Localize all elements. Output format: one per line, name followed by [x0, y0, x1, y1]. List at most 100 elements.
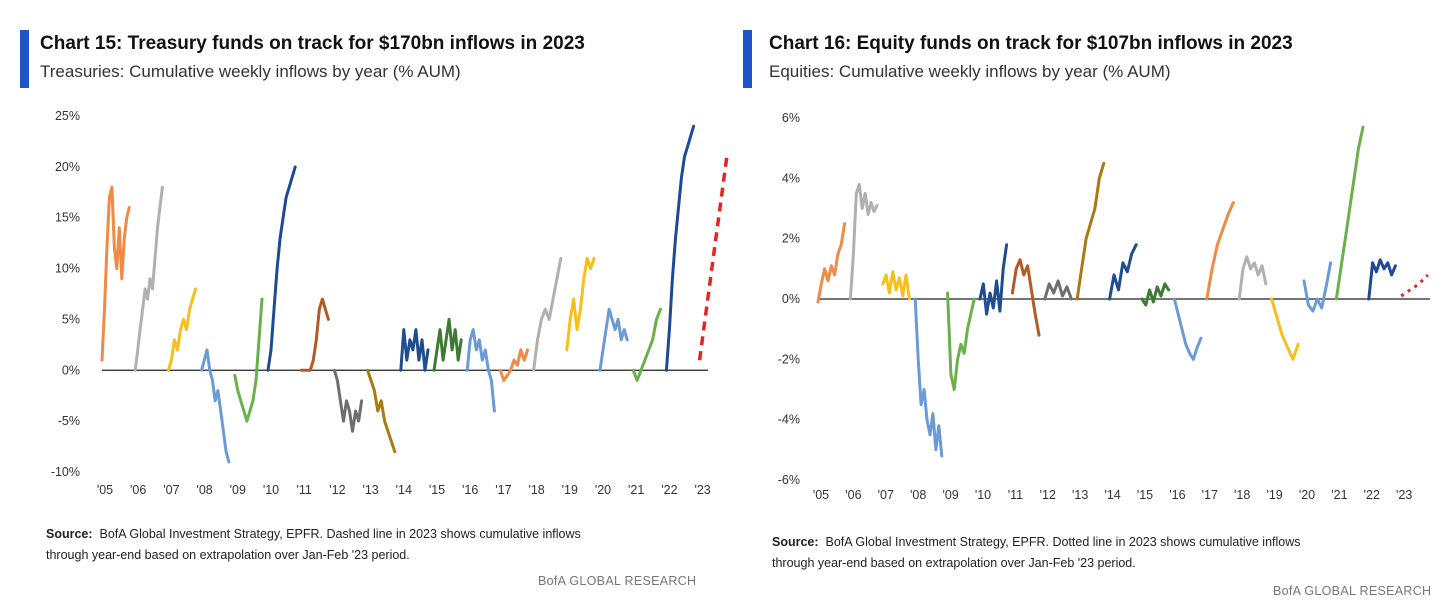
y-tick-label: 0% [782, 292, 800, 306]
x-tick-label: '23 [694, 483, 710, 497]
x-tick-label: '13 [362, 483, 378, 497]
series-line-2018 [532, 256, 563, 372]
x-tick-label: '16 [462, 483, 478, 497]
y-tick-label: 0% [62, 363, 80, 377]
x-tick-label: '12 [329, 483, 345, 497]
x-tick-label: '21 [628, 483, 644, 497]
series-line-2018 [1237, 255, 1268, 301]
y-tick-label: 15% [55, 211, 80, 225]
x-tick-label: '15 [1137, 488, 1153, 502]
series-line-2015 [432, 317, 463, 372]
series-line-2021 [1334, 125, 1365, 301]
source-line-2: through year-end based on extrapolation … [772, 556, 1136, 570]
x-tick-label: '19 [1266, 488, 1282, 502]
series-line-2012 [1043, 279, 1073, 301]
series-line-2010 [978, 243, 1009, 316]
y-tick-label: -5% [58, 414, 80, 428]
series-line-2022 [664, 124, 696, 372]
x-tick-label: '06 [130, 483, 146, 497]
series-line-2009 [946, 291, 976, 391]
series-line-2019 [1270, 297, 1300, 361]
y-tick-label: -2% [778, 352, 800, 366]
series-line-2023-extrapolated [1400, 273, 1429, 298]
brand-label: BofA GLOBAL RESEARCH [538, 574, 697, 588]
x-tick-label: '22 [661, 483, 677, 497]
x-tick-label: '05 [813, 488, 829, 502]
y-tick-label: -6% [778, 473, 800, 487]
series-line-2016 [465, 328, 496, 413]
y-tick-label: -10% [51, 465, 80, 479]
series-line-2020 [598, 307, 629, 372]
chart-16-panel: Chart 16: Equity funds on track for $107… [728, 0, 1456, 602]
x-tick-label: '21 [1331, 488, 1347, 502]
source-note: Source: BofA Global Investment Strategy,… [772, 532, 1301, 574]
series-line-2011 [1010, 258, 1041, 337]
x-tick-label: '11 [1008, 488, 1023, 502]
x-tick-label: '06 [845, 488, 861, 502]
x-tick-label: '08 [910, 488, 926, 502]
source-line-2: through year-end based on extrapolation … [46, 548, 410, 562]
source-line-1: BofA Global Investment Strategy, EPFR. D… [825, 535, 1301, 549]
series-line-2006 [848, 182, 879, 301]
series-line-2005 [816, 222, 847, 304]
x-tick-label: '16 [1169, 488, 1185, 502]
series-line-2015 [1140, 282, 1171, 307]
y-tick-label: -4% [778, 413, 800, 427]
series-line-2008 [200, 348, 231, 464]
series-line-2006 [133, 185, 164, 372]
x-tick-label: '10 [975, 488, 991, 502]
series-line-2014 [399, 328, 430, 372]
chart-title: Chart 16: Equity funds on track for $107… [769, 33, 1293, 54]
y-tick-label: 2% [782, 232, 800, 246]
accent-bar [20, 30, 29, 88]
y-tick-label: 10% [55, 262, 80, 276]
x-tick-label: '05 [97, 483, 113, 497]
x-tick-label: '14 [396, 483, 412, 497]
x-tick-label: '19 [562, 483, 578, 497]
source-note: Source: BofA Global Investment Strategy,… [46, 524, 581, 566]
series-line-2019 [565, 256, 596, 352]
series-line-2010 [266, 165, 297, 372]
x-tick-label: '18 [528, 483, 544, 497]
equity-chart-plot: -6% -4% -2% 0% 2% 4% 6% '05 '06 '07 '08 '09 '10 '11 '1… [778, 111, 1430, 502]
treasury-chart-plot: -10% -5% 0% 5% 10% 15% 20% 25% '05 '06 '07 '08 '09 '1… [51, 109, 729, 497]
x-tick-label: '07 [163, 483, 179, 497]
series-line-2020 [1302, 261, 1333, 313]
chart-subtitle: Equities: Cumulative weekly inflows by y… [769, 62, 1171, 81]
series-line-2021 [631, 307, 662, 382]
x-tick-label: '09 [230, 483, 246, 497]
series-line-2017 [498, 348, 530, 382]
source-label: Source: [46, 527, 93, 541]
chart-15-panel: Chart 15: Treasury funds on track for $1… [20, 30, 729, 588]
chart-subtitle: Treasuries: Cumulative weekly inflows by… [40, 62, 461, 81]
y-tick-label: 20% [55, 160, 80, 174]
series-line-2008 [913, 297, 944, 458]
x-tick-label: '10 [263, 483, 279, 497]
series-line-2014 [1108, 243, 1138, 301]
x-tick-label: '23 [1396, 488, 1412, 502]
x-tick-label: '12 [1040, 488, 1056, 502]
y-tick-label: 4% [782, 171, 800, 185]
x-tick-label: '20 [595, 483, 611, 497]
series-line-2023-extrapolated [697, 156, 729, 361]
chart-title: Chart 15: Treasury funds on track for $1… [40, 33, 585, 54]
series-line-2007 [166, 287, 198, 372]
x-tick-label: '22 [1364, 488, 1380, 502]
series-line-2017 [1205, 201, 1235, 301]
series-line-2012 [332, 368, 364, 433]
series-line-2022 [1367, 258, 1397, 301]
accent-bar [743, 30, 752, 88]
x-tick-label: '15 [429, 483, 445, 497]
series-line-2016 [1172, 297, 1203, 361]
x-tick-label: '18 [1234, 488, 1250, 502]
x-tick-label: '20 [1299, 488, 1315, 502]
series-line-2005 [100, 185, 131, 362]
series-line-2013 [1075, 161, 1106, 301]
y-tick-label: 6% [782, 111, 800, 125]
series-line-2009 [233, 297, 264, 423]
source-label: Source: [772, 535, 819, 549]
series-line-2007 [881, 270, 911, 301]
x-tick-label: '17 [1202, 488, 1218, 502]
x-tick-label: '13 [1072, 488, 1088, 502]
x-tick-label: '09 [942, 488, 958, 502]
